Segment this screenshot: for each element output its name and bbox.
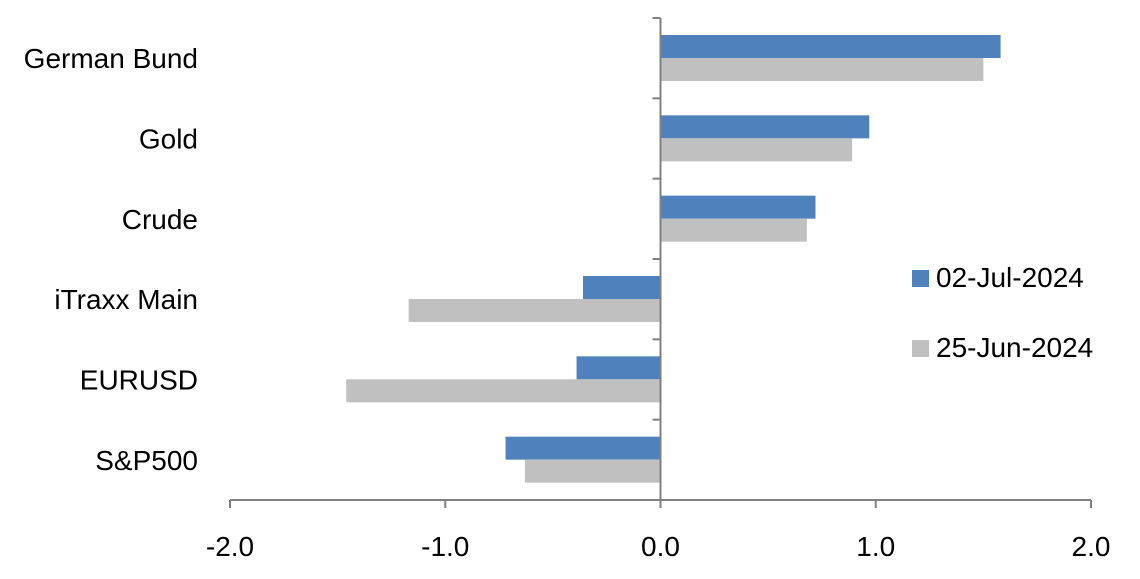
category-label: Crude xyxy=(122,204,198,235)
legend-swatch xyxy=(912,340,929,357)
x-tick-label: -2.0 xyxy=(206,531,254,562)
bar-1 xyxy=(524,459,661,483)
bar-1 xyxy=(408,299,661,322)
bar-0 xyxy=(660,115,870,139)
bar-0 xyxy=(576,356,661,380)
category-label: Gold xyxy=(139,124,198,155)
bar-0 xyxy=(583,276,661,299)
x-tick-label: -1.0 xyxy=(421,531,469,562)
legend-label: 02-Jul-2024 xyxy=(936,262,1084,293)
x-tick-label: 1.0 xyxy=(856,531,895,562)
category-label: S&P500 xyxy=(95,445,198,476)
bar-1 xyxy=(346,379,661,403)
bar-0 xyxy=(660,195,816,219)
legend-swatch xyxy=(912,270,929,287)
category-label: EURUSD xyxy=(80,365,198,396)
bar-0 xyxy=(505,436,661,460)
x-tick-label: 0.0 xyxy=(641,531,680,562)
bar-1 xyxy=(660,218,807,242)
category-label: German Bund xyxy=(24,43,198,74)
bar-1 xyxy=(660,58,984,81)
bar-1 xyxy=(660,138,853,162)
legend-label: 25-Jun-2024 xyxy=(936,332,1093,363)
x-tick-label: 2.0 xyxy=(1072,531,1111,562)
category-label: iTraxx Main xyxy=(54,284,198,315)
bar-0 xyxy=(660,35,1001,58)
